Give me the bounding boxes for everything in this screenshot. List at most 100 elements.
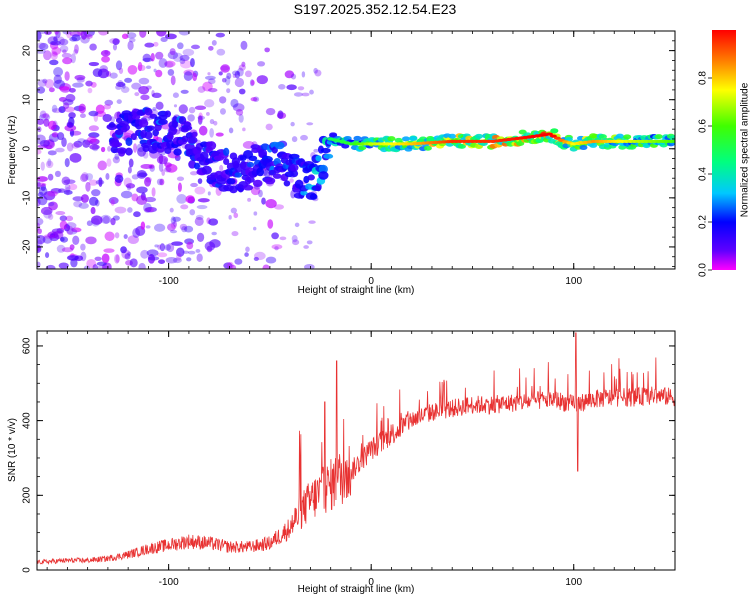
- noise-blob: [136, 186, 148, 194]
- noise-blob: [90, 206, 96, 215]
- y-tick-label: 200: [22, 487, 33, 504]
- ridge-blob: [550, 128, 559, 134]
- colorbar-label: Normalized spectral amplitude: [740, 82, 750, 217]
- ridge-blob: [130, 133, 137, 141]
- noise-blob: [158, 259, 166, 264]
- noise-blob: [150, 53, 155, 62]
- ridge-blob: [252, 179, 263, 188]
- noise-blob: [303, 264, 315, 269]
- noise-blob: [261, 197, 266, 205]
- noise-blob: [94, 256, 102, 262]
- noise-blob: [253, 256, 259, 261]
- noise-blob: [178, 104, 188, 114]
- noise-blob: [85, 34, 93, 39]
- noise-blob: [262, 264, 270, 269]
- noise-blob: [138, 85, 150, 95]
- noise-blob: [158, 162, 164, 172]
- noise-blob: [267, 219, 274, 229]
- noise-blob: [219, 108, 226, 115]
- noise-blob: [189, 171, 198, 176]
- noise-blob: [225, 75, 231, 86]
- ridge-blob: [158, 114, 168, 120]
- spectrogram-y-ticks: -20 -10 0 10 20: [22, 30, 675, 267]
- noise-blob: [144, 177, 152, 187]
- x-tick-label: -100: [159, 577, 179, 588]
- noise-blob: [234, 70, 241, 79]
- colorbar-tick-label: 0.2: [698, 215, 709, 229]
- noise-blob: [176, 176, 185, 181]
- noise-blob: [86, 220, 93, 227]
- noise-blob: [80, 31, 87, 40]
- noise-blob: [145, 225, 151, 229]
- snr-series-line: [37, 332, 675, 565]
- ridge-blob: [315, 182, 322, 192]
- noise-blob: [159, 178, 165, 186]
- noise-blob: [271, 232, 279, 240]
- ridge-blob: [474, 133, 483, 139]
- noise-blob: [223, 262, 233, 269]
- noise-blob: [115, 81, 126, 88]
- ridge-blob: [201, 165, 212, 175]
- noise-blob: [80, 194, 89, 203]
- ridge-blob: [242, 184, 254, 191]
- noise-blob: [126, 32, 137, 39]
- noise-blob: [144, 196, 157, 203]
- noise-blob: [194, 216, 204, 226]
- noise-blob: [97, 160, 107, 171]
- noise-blob: [124, 77, 133, 83]
- noise-blob: [265, 123, 273, 131]
- noise-blob: [95, 179, 105, 185]
- noise-blob: [64, 183, 71, 193]
- noise-blob: [80, 243, 86, 251]
- ridge-core: [545, 132, 553, 136]
- noise-blob: [198, 112, 204, 123]
- ridge-blob: [264, 177, 276, 185]
- colorbar-tick-label: 0.0: [698, 263, 709, 277]
- noise-blob: [176, 194, 187, 204]
- ridge-core: [549, 134, 557, 138]
- noise-blob: [219, 164, 224, 172]
- noise-blob: [65, 186, 70, 196]
- noise-blob: [81, 172, 89, 182]
- noise-blob: [274, 246, 279, 251]
- noise-blob: [95, 104, 105, 114]
- noise-blob: [167, 68, 175, 76]
- noise-blob: [72, 235, 80, 246]
- noise-blob: [297, 86, 305, 91]
- noise-blob: [55, 211, 66, 216]
- noise-blob: [167, 223, 176, 231]
- noise-blob: [226, 88, 231, 94]
- noise-blob: [221, 77, 227, 83]
- noise-blob: [284, 70, 295, 79]
- noise-blob: [300, 134, 308, 141]
- noise-blob: [171, 241, 183, 246]
- noise-blob: [179, 54, 190, 62]
- noise-blob: [48, 120, 57, 131]
- noise-blob: [196, 205, 208, 210]
- noise-blob: [101, 55, 110, 63]
- noise-blob: [61, 137, 67, 148]
- noise-blob: [172, 92, 179, 98]
- noise-blob: [197, 115, 203, 125]
- ridge-blob: [173, 148, 182, 156]
- noise-blob: [220, 65, 230, 71]
- noise-blob: [176, 252, 182, 261]
- noise-blob: [59, 215, 68, 222]
- noise-blob: [52, 230, 64, 240]
- noise-blob: [66, 142, 74, 152]
- noise-blob: [50, 188, 62, 194]
- noise-blob: [43, 234, 55, 239]
- noise-blob: [48, 87, 55, 93]
- noise-blob: [37, 42, 46, 49]
- noise-blob: [238, 88, 246, 95]
- noise-blob: [194, 186, 206, 195]
- noise-blob: [172, 216, 181, 222]
- noise-blob: [67, 122, 74, 128]
- noise-blob: [39, 31, 46, 34]
- noise-blob: [57, 132, 65, 141]
- noise-blob: [89, 43, 97, 51]
- noise-blob: [181, 225, 188, 233]
- noise-blob: [91, 215, 103, 225]
- noise-blob: [37, 181, 41, 189]
- noise-blob: [153, 41, 159, 47]
